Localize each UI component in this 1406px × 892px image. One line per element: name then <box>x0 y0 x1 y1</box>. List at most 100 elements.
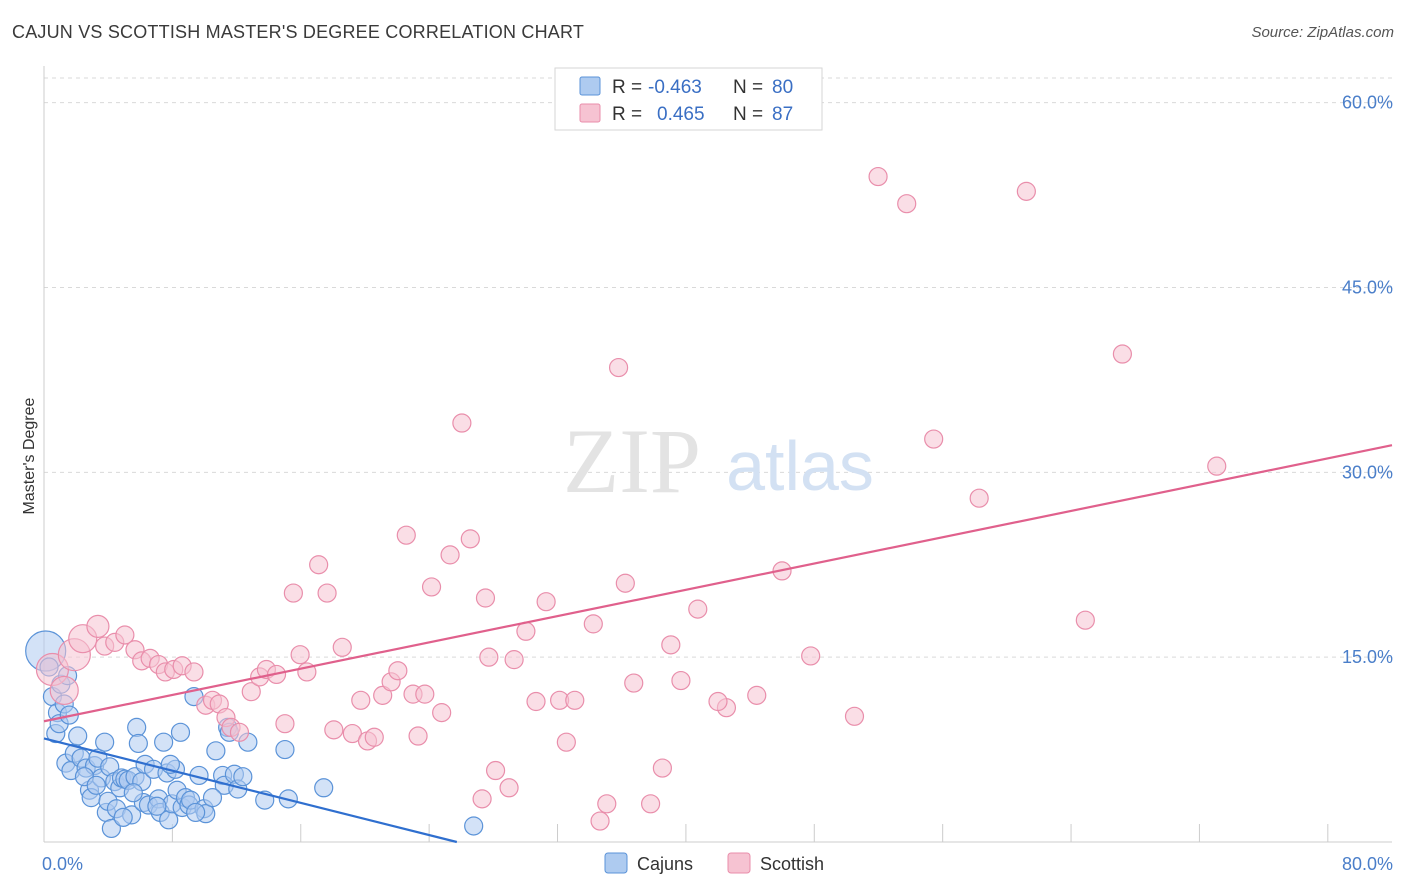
scottish-point <box>290 645 310 665</box>
scottish-point <box>475 588 496 608</box>
legend-swatch-cajuns <box>579 76 601 96</box>
cajuns-point <box>147 796 167 816</box>
scottish-point <box>708 691 728 712</box>
scottish-point <box>661 635 681 655</box>
scottish-point <box>275 714 295 734</box>
scottish-point <box>640 794 661 814</box>
scottish-point <box>747 685 767 705</box>
scottish-point <box>432 703 452 723</box>
bottom-legend: Cajuns Scottish <box>604 852 824 874</box>
scottish-point <box>671 670 691 691</box>
scottish-point <box>229 722 250 742</box>
cajuns-point <box>101 818 122 839</box>
scottish-point <box>516 621 536 641</box>
trend-lines <box>43 444 1393 844</box>
cajuns-point <box>275 739 295 760</box>
scottish-point <box>897 194 917 214</box>
cajuns-point <box>127 717 147 738</box>
cajuns-point <box>86 775 106 795</box>
bottom-legend-swatch-cajuns <box>604 852 628 874</box>
scottish-trend-line <box>43 444 1393 723</box>
scottish-point <box>924 429 944 449</box>
cajuns-point <box>170 722 191 742</box>
scottish-point <box>615 573 635 593</box>
scottish-point <box>969 488 989 508</box>
cajuns-point <box>154 732 174 752</box>
legend-n-value-scottish: 87 <box>772 104 793 125</box>
scottish-point <box>408 726 428 746</box>
scottish-point <box>652 758 672 778</box>
watermark: ZIP atlas <box>563 410 874 512</box>
scottish-point <box>49 675 79 706</box>
scottish-point <box>844 706 865 726</box>
scottish-point <box>317 583 337 603</box>
chart-title: CAJUN VS SCOTTISH MASTER'S DEGREE CORREL… <box>12 22 585 42</box>
scottish-point <box>241 682 261 702</box>
scottish-point <box>504 650 524 670</box>
legend-r-value-cajuns: -0.463 <box>648 77 702 98</box>
bottom-legend-label-cajuns: Cajuns <box>637 854 693 874</box>
legend-r-label-cajuns: R = <box>612 77 642 98</box>
scottish-point <box>590 811 610 831</box>
scottish-point <box>184 662 204 682</box>
scottish-point <box>688 599 708 619</box>
scottish-point <box>1207 456 1227 476</box>
scottish-point <box>565 690 585 710</box>
gridlines <box>44 77 1392 658</box>
legend-n-label-scottish: N = <box>733 104 763 125</box>
scottish-point <box>396 525 416 545</box>
scottish-point <box>536 592 556 612</box>
y-axis-label: Master's Degree <box>21 397 38 514</box>
legend-swatch-scottish <box>579 103 601 123</box>
scottish-point <box>421 577 442 597</box>
scottish-point <box>460 529 480 549</box>
scottish-point <box>283 583 303 603</box>
scottish-point <box>332 637 352 657</box>
scottish-point <box>801 646 821 666</box>
scottish-point <box>526 691 546 712</box>
scottish-point <box>479 647 499 667</box>
scottish-point <box>1075 610 1095 630</box>
y-tick-labels: 15.0% 30.0% 45.0% 60.0% <box>1342 93 1393 668</box>
scottish-point <box>388 661 408 681</box>
scottish-point <box>364 727 384 747</box>
scottish-point <box>597 794 617 814</box>
scottish-point <box>440 545 460 565</box>
scottish-point <box>86 614 110 638</box>
legend-n-label-cajuns: N = <box>733 77 763 98</box>
scottish-point <box>485 760 506 781</box>
cajuns-point <box>123 783 143 803</box>
cajuns-point <box>233 767 253 787</box>
scottish-point <box>342 723 362 744</box>
cajuns-point <box>202 788 223 808</box>
scottish-points <box>35 166 1227 831</box>
legend-n-value-cajuns: 80 <box>772 77 793 98</box>
scottish-point <box>624 673 644 693</box>
source-label: Source: ZipAtlas.com <box>1251 24 1394 41</box>
scottish-point <box>309 555 329 575</box>
cajuns-point <box>113 807 133 827</box>
legend-r-value-scottish: 0.465 <box>657 104 705 125</box>
scottish-point <box>1112 344 1133 364</box>
bottom-legend-label-scottish: Scottish <box>760 854 824 874</box>
scottish-point <box>583 614 603 634</box>
legend-box: R = -0.463 N = 80 R = 0.465 N = 87 <box>554 67 823 131</box>
cajuns-point <box>206 741 226 761</box>
cajuns-point <box>314 778 334 798</box>
scottish-point <box>472 789 492 809</box>
scottish-point <box>452 413 472 433</box>
y-tick-label-2: 45.0% <box>1342 277 1393 297</box>
scottish-point <box>499 778 519 798</box>
scottish-point <box>351 690 371 710</box>
scottish-point <box>868 166 888 187</box>
cajuns-point <box>464 816 484 836</box>
scottish-point <box>324 720 344 740</box>
y-tick-label-0: 15.0% <box>1342 647 1393 667</box>
legend-r-label-scottish: R = <box>612 104 642 125</box>
y-tick-label-3: 60.0% <box>1342 93 1393 113</box>
x-tick-labels: 0.0% 80.0% <box>42 854 1393 874</box>
x-tick-label-min: 0.0% <box>42 854 83 874</box>
cajuns-point <box>68 726 88 746</box>
scottish-point <box>415 684 435 704</box>
